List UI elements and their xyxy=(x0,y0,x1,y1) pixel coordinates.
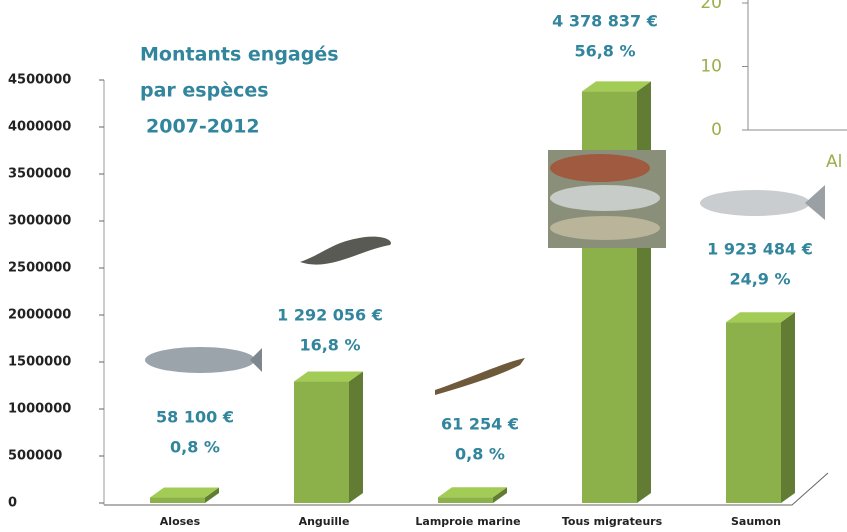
bar-side xyxy=(637,81,651,503)
y-tick-label: 3000000 xyxy=(8,214,71,229)
share-label: 24,9 % xyxy=(729,270,790,289)
y-tick-label: 1000000 xyxy=(8,402,71,417)
y-tick-label: 4500000 xyxy=(8,73,71,88)
y-tick-label: 1500000 xyxy=(8,355,71,370)
value-label: 4 378 837 € xyxy=(552,12,658,31)
y-tick-label: 3500000 xyxy=(8,167,71,182)
value-label: 61 254 € xyxy=(441,415,519,434)
fish-illustrations xyxy=(145,150,825,395)
inset-chart: 0 10 20 Al xyxy=(700,0,847,172)
chart-title: 2007-2012 xyxy=(146,116,260,138)
main-chart: 0 500000 1000000 1500000 2000000 2500000 30000… xyxy=(8,12,828,529)
share-label: 56,8 % xyxy=(574,42,635,61)
y-tick-label: 2000000 xyxy=(8,308,71,323)
share-label: 16,8 % xyxy=(299,336,360,355)
bar-front xyxy=(726,322,781,503)
y-tick-label: 500000 xyxy=(8,449,62,464)
value-label: 1 292 056 € xyxy=(277,306,383,325)
x-tick-label: Lamproie marine xyxy=(415,515,520,528)
value-label: 58 100 € xyxy=(156,408,234,427)
value-label: 1 923 484 € xyxy=(707,240,813,259)
y-tick-label: 0 xyxy=(711,120,722,140)
bar-side xyxy=(349,372,363,503)
chart-title: par espèces xyxy=(140,80,269,102)
share-label: 0,8 % xyxy=(170,438,220,457)
bar-side xyxy=(781,312,795,503)
y-tick-label: 2500000 xyxy=(8,261,71,276)
x-tick-label: Al xyxy=(826,152,842,172)
x-tick-label: Saumon xyxy=(731,515,781,528)
y-tick-label: 0 xyxy=(8,496,17,511)
x-tick-label: Tous migrateurs xyxy=(562,515,663,528)
y-tick-label: 20 xyxy=(700,0,722,13)
chart: 0 10 20 Al 0 500000 1000000 1500000 2000000 25000… xyxy=(0,0,847,532)
chart-title: Montants engagés xyxy=(140,44,339,66)
y-tick-label: 10 xyxy=(700,57,722,77)
x-tick-label: Anguille xyxy=(299,515,350,528)
bar-front xyxy=(438,497,493,503)
share-label: 0,8 % xyxy=(455,445,505,464)
y-tick-label: 4000000 xyxy=(8,120,71,135)
bar-front xyxy=(150,498,205,503)
x-tick-label: Aloses xyxy=(160,515,201,528)
bar-front xyxy=(294,382,349,503)
